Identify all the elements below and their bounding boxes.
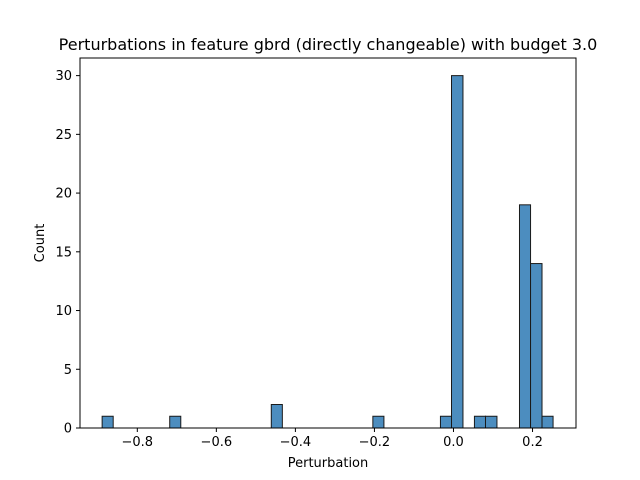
y-axis-label: Count [33, 224, 48, 263]
y-tick-label: 15 [55, 245, 72, 260]
y-tick-label: 10 [55, 304, 72, 319]
y-tick-label: 30 [55, 69, 72, 84]
plot-frame [79, 57, 577, 429]
histogram-bar [101, 415, 114, 429]
x-tick-label: −0.4 [280, 435, 312, 450]
x-tick-label: 0.2 [522, 435, 543, 450]
plot-area [80, 58, 576, 428]
x-axis-ticks: −0.8 −0.6 −0.4 −0.2 0.0 0.2 [122, 428, 543, 450]
y-tick-label: 20 [55, 187, 72, 202]
histogram-bar [530, 263, 543, 429]
histogram-bar [169, 415, 182, 429]
histogram-bar [439, 415, 453, 429]
histogram-bar [270, 404, 283, 429]
x-axis-label: Perturbation [288, 456, 369, 471]
y-axis-ticks: 0 5 10 15 20 25 30 [55, 69, 80, 437]
y-tick-label: 25 [55, 128, 72, 143]
histogram-bar [372, 415, 385, 429]
chart-title: Perturbations in feature gbrd (directly … [59, 35, 598, 54]
x-tick-label: −0.2 [359, 435, 391, 450]
x-tick-label: −0.6 [201, 435, 233, 450]
histogram-bar [484, 415, 498, 429]
histogram-bar [451, 75, 464, 429]
histogram-bar [541, 415, 554, 429]
y-tick-label: 5 [64, 363, 72, 378]
histogram-bar [518, 204, 532, 429]
histogram-bar [473, 415, 486, 429]
x-tick-label: 0.0 [443, 435, 464, 450]
y-tick-label: 0 [64, 422, 72, 437]
x-tick-label: −0.8 [122, 435, 154, 450]
